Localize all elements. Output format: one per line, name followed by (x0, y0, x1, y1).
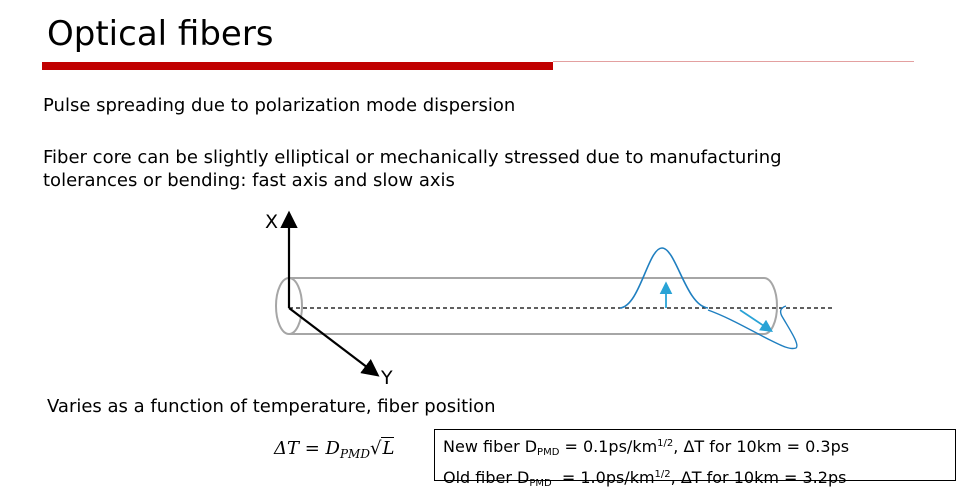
slide-title: Optical fibers (47, 14, 274, 54)
new-fiber-mid: = 0.1ps/km (559, 437, 658, 456)
formula-sub: PMD (339, 447, 370, 461)
new-fiber-prefix: New fiber D (443, 437, 538, 456)
old-fiber-row: Old fiber DPMD = 1.0ps/km1/2, ΔT for 10k… (443, 464, 947, 495)
pulse-slanted (707, 305, 798, 350)
y-axis-arrow (288, 307, 380, 377)
pmd-values-box: New fiber DPMD = 0.1ps/km1/2, ΔT for 10k… (434, 429, 956, 489)
text-varies: Varies as a function of temperature, fib… (47, 396, 496, 417)
title-divider-line (553, 61, 914, 62)
y-axis-label: Y (381, 367, 393, 389)
new-fiber-sup: 1/2 (657, 438, 674, 449)
old-fiber-prefix: Old fiber D (443, 468, 530, 487)
new-fiber-suffix: , ΔT for 10km = 0.3ps (673, 437, 850, 456)
new-fiber-sub: PMD (537, 447, 560, 458)
new-fiber-row: New fiber DPMD = 0.1ps/km1/2, ΔT for 10k… (443, 433, 947, 464)
pulse-vertical (619, 247, 709, 309)
formula-lhs: ΔT = D (274, 438, 340, 459)
title-accent-bar (42, 62, 553, 70)
old-fiber-sup: 1/2 (654, 469, 671, 480)
text-pulse-spreading: Pulse spreading due to polarization mode… (43, 95, 516, 116)
formula-sqrt-arg: L (381, 437, 395, 459)
old-fiber-suffix: , ΔT for 10km = 3.2ps (670, 468, 847, 487)
text-fiber-core-1: Fiber core can be slightly elliptical or… (43, 147, 782, 168)
pulse-slanted-arrow (739, 309, 773, 332)
text-fiber-core-2: tolerances or bending: fast axis and slo… (43, 170, 455, 191)
pmd-formula: ΔT = DPMD√L (274, 437, 395, 466)
sqrt-symbol: √ (369, 438, 382, 459)
x-axis-label: X (265, 211, 279, 233)
old-fiber-sub: PMD (529, 478, 552, 489)
old-fiber-mid: = 1.0ps/km (551, 468, 655, 487)
